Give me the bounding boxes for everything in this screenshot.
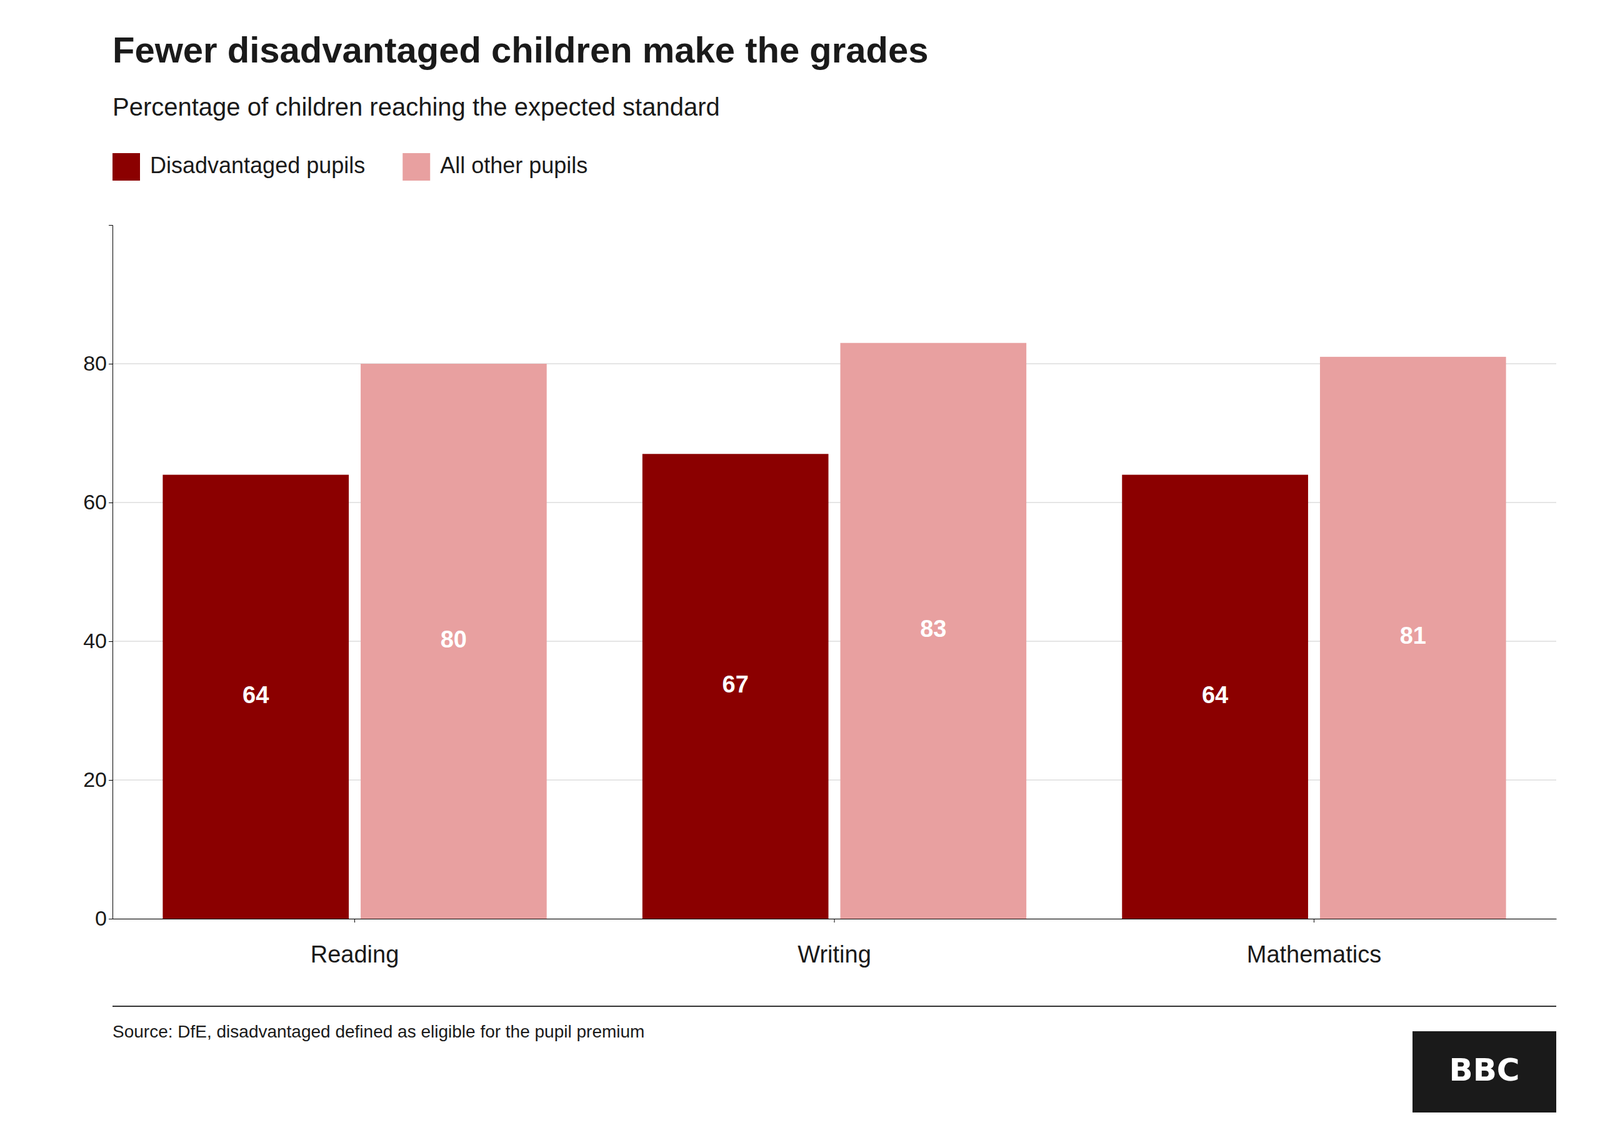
data-label: 67 [722,671,749,698]
x-tick: Mathematics [1246,918,1382,968]
x-tick: Reading [310,918,400,968]
x-axis: Reading Writing Mathematics [113,918,1557,968]
x-tick-mark [1313,918,1315,923]
legend-item: All other pupils [402,152,588,181]
bar [642,453,829,919]
data-label: 64 [1201,681,1229,709]
bar [162,475,349,919]
legend-label: All other pupils [440,152,588,179]
legend-swatch [112,153,140,181]
plot: 020406080ReadingWritingMathematics646764… [83,225,1557,968]
x-tick: Writing [797,918,872,968]
y-tick: 0 [95,906,113,930]
y-tick-mark [108,780,113,781]
footer-rule [112,1005,1557,1007]
y-axis: 0 20 40 60 80 [83,225,113,931]
y-tick-mark [108,918,113,920]
y-tick: 80 [83,351,113,375]
y-tick-mark [108,641,113,642]
x-tick-label: Reading [310,941,400,968]
subtitle: Percentage of children reaching the expe… [112,93,720,121]
bar [840,343,1027,919]
y-tick-label: 0 [95,906,107,930]
source: Source: DfE, disadvantaged defined as el… [112,1021,645,1042]
legend-swatch [402,153,430,181]
data-label: 83 [920,615,947,642]
bar-series [162,453,1309,919]
data-label: 81 [1400,622,1427,649]
data-labels: 64 67 64 80 83 81 [242,615,1427,708]
y-tick-label: 60 [83,490,107,514]
x-tick-mark [354,918,355,923]
y-tick-mark [108,502,113,504]
y-tick-label: 80 [83,351,107,375]
logo: BBC [1449,1051,1520,1089]
bar [1320,356,1507,919]
y-axis-line [108,225,114,920]
y-tick-label: 40 [83,628,107,653]
bars [162,343,1506,919]
x-tick-label: Mathematics [1246,941,1382,968]
legend-item: Disadvantaged pupils [112,152,365,181]
y-tick: 20 [83,767,113,792]
y-tick: 40 [83,628,113,653]
legend-label: Disadvantaged pupils [150,152,365,179]
chart: Fewer disadvantaged children make the gr… [0,0,1600,1125]
bar [1121,475,1309,919]
x-tick-label: Writing [797,941,872,968]
bar-series [360,343,1507,919]
y-tick-label: 20 [83,767,107,792]
legend: Disadvantaged pupils All other pupils [112,152,588,181]
y-tick-mark [108,363,113,365]
x-tick-mark [834,918,835,923]
title: Fewer disadvantaged children make the gr… [112,29,929,70]
logo-box [1412,1031,1557,1113]
y-tick: 60 [83,490,113,514]
bar [360,363,547,919]
data-label: 64 [242,681,269,709]
data-label: 80 [440,626,467,653]
